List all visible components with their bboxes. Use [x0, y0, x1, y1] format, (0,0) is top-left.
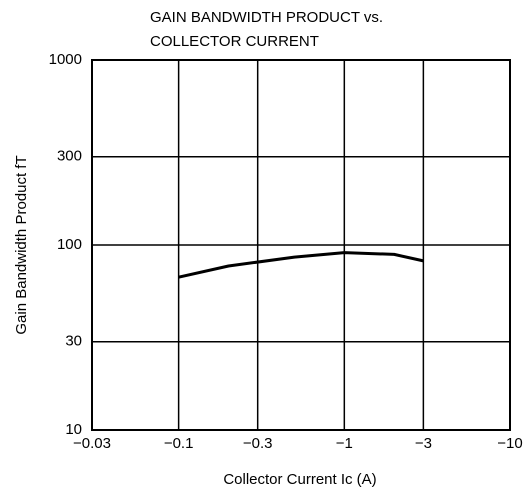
chart-title: GAIN BANDWIDTH PRODUCT vs.	[150, 9, 383, 26]
y-tick-label: 300	[57, 148, 82, 165]
y-tick-label: 100	[57, 236, 82, 253]
line-series	[178, 251, 424, 279]
x-tick-label: −1	[336, 435, 353, 452]
y-tick-label: 10	[65, 421, 82, 438]
plot-frame	[91, 59, 511, 431]
x-tick-label: −0.3	[243, 435, 273, 452]
y-axis-label: Gain Bandwidth Product fT	[13, 155, 30, 334]
y-tick-label: 30	[65, 333, 82, 350]
x-tick-label: −10	[497, 435, 522, 452]
x-tick-label: −3	[415, 435, 432, 452]
x-tick-label: −0.03	[73, 435, 111, 452]
y-tick-label: 1000	[49, 51, 82, 68]
chart-title: COLLECTOR CURRENT	[150, 33, 319, 50]
x-tick-label: −0.1	[164, 435, 194, 452]
x-axis-label: Collector Current Ic (A)	[223, 471, 376, 488]
